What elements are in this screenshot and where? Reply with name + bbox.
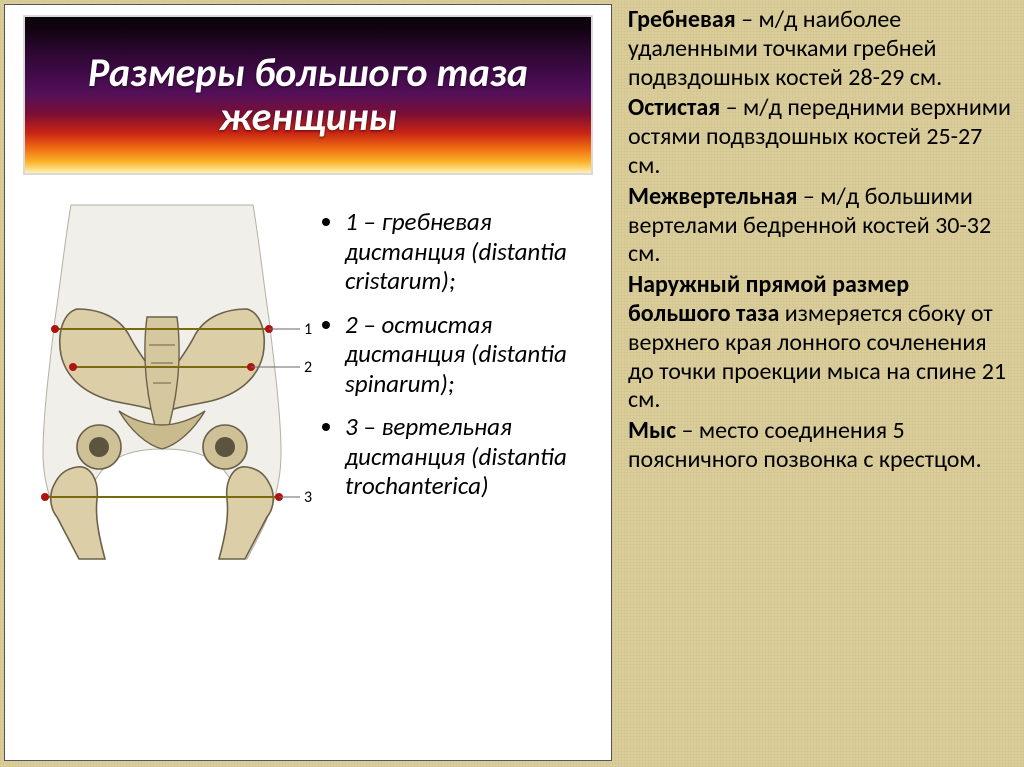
desc-paragraph: Наружный прямой размер большого таза изм… xyxy=(628,271,1014,415)
legend-num: 3 xyxy=(345,411,358,442)
legend-text: вертельная дистанция (distantia trochant… xyxy=(345,411,567,501)
desc-paragraph: Гребневая – м/д наиболее удаленными точк… xyxy=(628,6,1014,92)
title-banner: Размеры большого таза женщины xyxy=(23,15,593,175)
legend-num: 2 xyxy=(345,309,358,340)
description-column: Гребневая – м/д наиболее удаленными точк… xyxy=(612,0,1024,767)
legend-text: гребневая дистанция (distantia cristarum… xyxy=(345,206,567,296)
desc-paragraph: Мыс – место соединения 5 поясничного поз… xyxy=(628,417,1014,475)
legend-item: 2 – остистая дистанция (distantia spinar… xyxy=(345,310,591,399)
pelvis-diagram: 1 2 3 xyxy=(19,201,315,561)
desc-paragraph: Межвертельная – м/д большими вертелами б… xyxy=(628,183,1014,269)
svg-text:1: 1 xyxy=(304,320,312,339)
legend-item: 1 – гребневая дистанция (distantia crist… xyxy=(345,207,591,296)
desc-text: – место соединения 5 поясничного позвонк… xyxy=(628,416,982,474)
legend-item: 3 – вертельная дистанция (distantia troc… xyxy=(345,412,591,501)
legend-text: остистая дистанция (distantia spinarum); xyxy=(345,309,567,399)
legend-num: 1 xyxy=(345,206,358,237)
desc-term: Гребневая xyxy=(628,5,736,34)
slide-title: Размеры большого таза женщины xyxy=(39,51,577,139)
desc-term: Остистая xyxy=(628,93,720,122)
slide-body: 1 2 3 xyxy=(5,175,611,561)
desc-term: Мыс xyxy=(628,416,676,445)
desc-paragraph: Остистая – м/д передними верхними остями… xyxy=(628,94,1014,180)
svg-text:2: 2 xyxy=(304,358,312,377)
legend-list: 1 – гребневая дистанция (distantia crist… xyxy=(323,207,591,501)
pelvis-svg: 1 2 3 xyxy=(19,201,315,561)
svg-text:3: 3 xyxy=(304,488,312,507)
legend: 1 – гребневая дистанция (distantia crist… xyxy=(323,201,591,561)
desc-term: Межвертельная xyxy=(628,182,798,211)
slide-card: Размеры большого таза женщины xyxy=(4,4,612,761)
